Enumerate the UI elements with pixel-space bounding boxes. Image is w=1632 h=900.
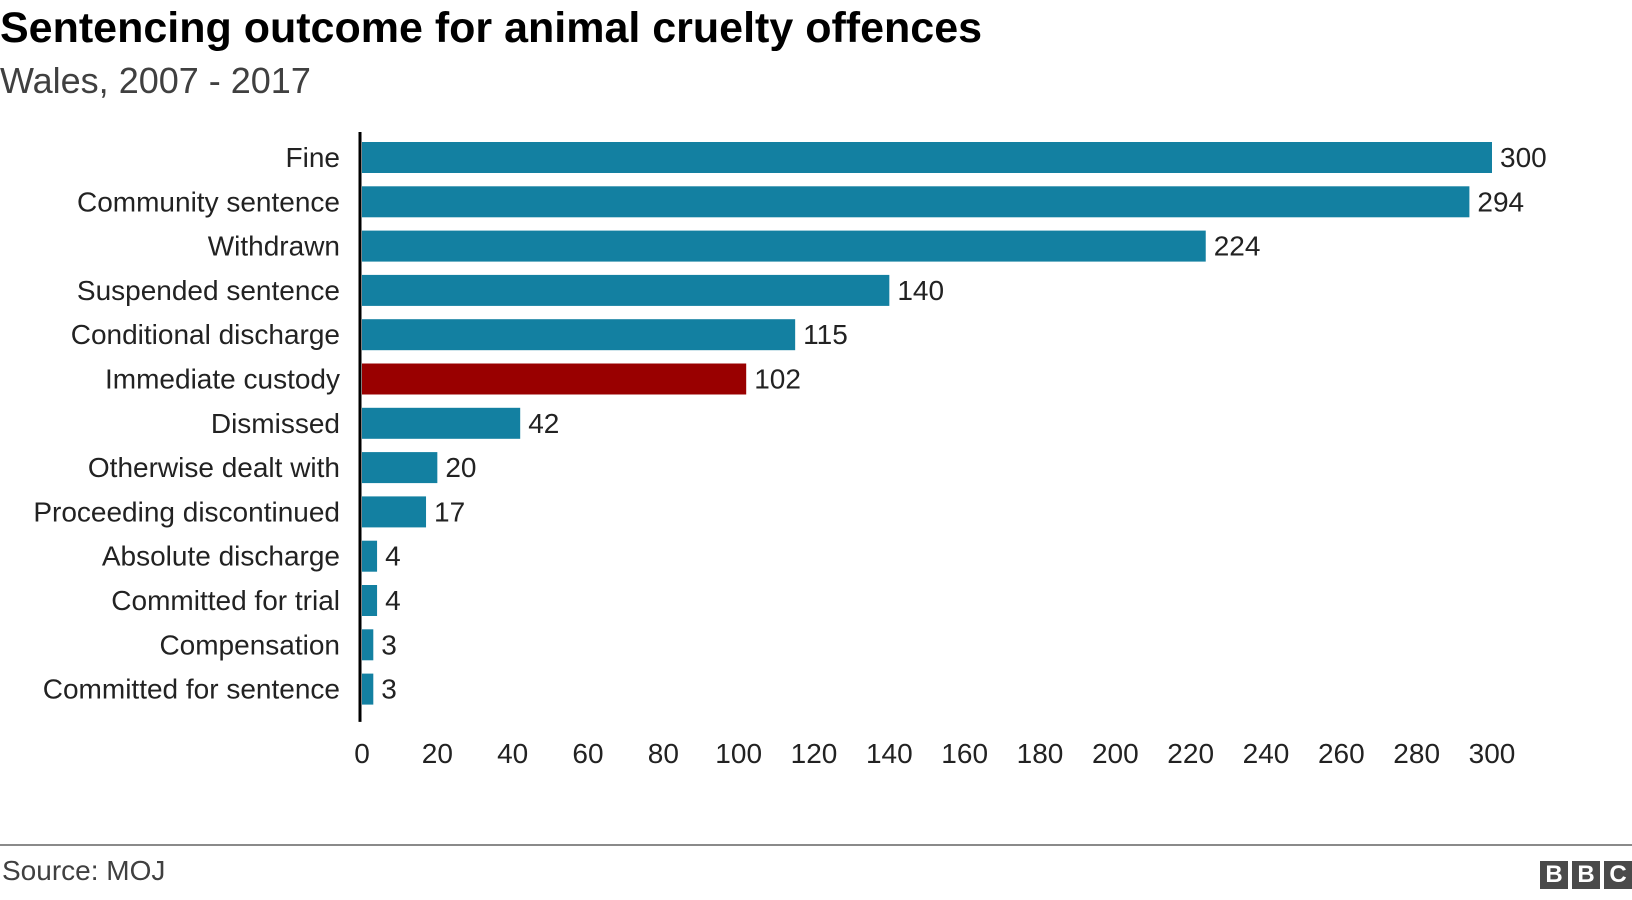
x-tick-label-40: 40 <box>497 738 528 769</box>
x-tick-label-0: 0 <box>354 738 370 769</box>
bar-otherwise-dealt-with <box>362 452 438 484</box>
category-label-committed-for-sentence: Committed for sentence <box>43 674 340 705</box>
bar-committed-for-trial <box>362 585 378 616</box>
category-label-absolute-discharge: Absolute discharge <box>102 541 340 572</box>
bar-conditional-discharge <box>362 319 796 351</box>
bar-withdrawn <box>362 230 1206 262</box>
x-tick-label-20: 20 <box>422 738 453 769</box>
bar-suspended-sentence <box>362 274 890 306</box>
bar-immediate-custody <box>362 363 747 395</box>
x-tick-label-240: 240 <box>1243 738 1290 769</box>
category-label-dismissed: Dismissed <box>211 408 340 439</box>
category-label-proceeding-discontinued: Proceeding discontinued <box>33 496 340 527</box>
chart-subtitle: Wales, 2007 - 2017 <box>0 60 311 101</box>
x-tick-label-280: 280 <box>1393 738 1440 769</box>
bbc-logo-letter-2: B <box>1572 861 1600 889</box>
category-label-committed-for-trial: Committed for trial <box>111 585 340 616</box>
category-label-immediate-custody: Immediate custody <box>105 364 340 395</box>
bar-dismissed <box>362 407 521 439</box>
bbc-logo: B B C <box>1540 861 1632 889</box>
value-label-conditional-discharge: 115 <box>803 319 848 350</box>
bar-committed-for-sentence <box>362 673 374 705</box>
chart-title: Sentencing outcome for animal cruelty of… <box>0 4 983 52</box>
bbc-logo-letter-1: B <box>1540 861 1568 889</box>
footer-divider <box>0 844 1632 846</box>
category-label-compensation: Compensation <box>159 629 340 660</box>
value-label-suspended-sentence: 140 <box>897 275 944 306</box>
x-tick-label-300: 300 <box>1469 738 1516 769</box>
bar-proceeding-discontinued <box>362 496 427 528</box>
value-label-community-sentence: 294 <box>1477 186 1524 217</box>
value-label-committed-for-sentence: 3 <box>381 674 397 705</box>
x-tick-label-180: 180 <box>1017 738 1064 769</box>
category-label-community-sentence: Community sentence <box>77 186 340 217</box>
bar-community-sentence <box>362 186 1470 218</box>
bar-chart: Fine 300 Community sentence 294 Withdrawn 224… <box>33 132 1547 769</box>
category-label-withdrawn: Withdrawn <box>208 231 340 262</box>
value-label-fine: 300 <box>1500 142 1547 173</box>
x-tick-label-100: 100 <box>715 738 762 769</box>
bar-fine <box>362 142 1492 173</box>
value-label-withdrawn: 224 <box>1214 231 1261 262</box>
category-label-otherwise-dealt-with: Otherwise dealt with <box>88 452 340 483</box>
value-label-proceeding-discontinued: 17 <box>434 496 465 527</box>
value-label-absolute-discharge: 4 <box>385 541 401 572</box>
bar-absolute-discharge <box>362 540 378 572</box>
value-label-committed-for-trial: 4 <box>385 585 401 616</box>
x-tick-label-60: 60 <box>572 738 603 769</box>
x-tick-label-140: 140 <box>866 738 913 769</box>
category-label-suspended-sentence: Suspended sentence <box>77 275 340 306</box>
source-note: Source: MOJ <box>2 855 166 886</box>
x-tick-label-260: 260 <box>1318 738 1365 769</box>
value-label-immediate-custody: 102 <box>754 364 801 395</box>
value-label-compensation: 3 <box>381 629 397 660</box>
category-label-conditional-discharge: Conditional discharge <box>71 319 340 350</box>
category-label-fine: Fine <box>286 142 340 173</box>
bar-compensation <box>362 629 374 661</box>
x-tick-label-80: 80 <box>648 738 679 769</box>
bbc-logo-letter-3: C <box>1604 861 1632 889</box>
value-label-dismissed: 42 <box>528 408 559 439</box>
x-tick-label-160: 160 <box>941 738 988 769</box>
value-label-otherwise-dealt-with: 20 <box>445 452 476 483</box>
x-tick-label-200: 200 <box>1092 738 1139 769</box>
x-tick-label-120: 120 <box>791 738 838 769</box>
x-tick-label-220: 220 <box>1167 738 1214 769</box>
